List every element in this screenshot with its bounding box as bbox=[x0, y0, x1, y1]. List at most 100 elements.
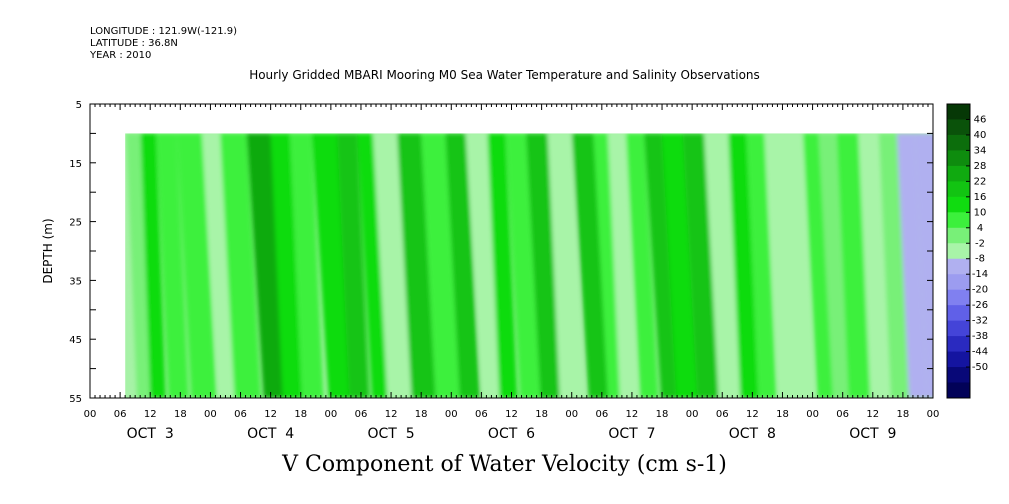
heatmap-band bbox=[858, 133, 891, 398]
x-hour-tick: 12 bbox=[626, 409, 639, 420]
x-hour-tick: 06 bbox=[475, 409, 488, 420]
heatmap-band bbox=[445, 133, 481, 398]
heatmap-band bbox=[547, 133, 584, 398]
x-hour-tick: 12 bbox=[505, 409, 518, 420]
colorbar-swatch bbox=[947, 305, 970, 322]
x-hour-tick: 00 bbox=[806, 409, 819, 420]
heatmap-band bbox=[246, 133, 288, 398]
x-day-label: OCT 6 bbox=[488, 426, 535, 442]
heatmap-band bbox=[818, 133, 852, 398]
x-hour-tick: 18 bbox=[294, 409, 307, 420]
heatmap-band bbox=[746, 133, 777, 398]
y-tick-label: 45 bbox=[69, 335, 82, 346]
x-hour-tick: 00 bbox=[686, 409, 699, 420]
heatmap-band bbox=[421, 133, 460, 398]
colorbar-label: -14 bbox=[972, 269, 988, 280]
colorbar-label: 4 bbox=[977, 223, 983, 234]
colorbar-swatch bbox=[947, 320, 970, 337]
colorbar-swatch bbox=[947, 104, 970, 120]
colorbar-label: -38 bbox=[972, 331, 988, 342]
heatmap-band bbox=[728, 133, 759, 398]
heatmap-band bbox=[505, 133, 541, 398]
colorbar-swatch bbox=[947, 351, 970, 368]
x-hour-tick: 18 bbox=[174, 409, 187, 420]
colorbar-swatch bbox=[947, 134, 970, 151]
colorbar-label: 22 bbox=[974, 176, 987, 187]
heatmap-band bbox=[465, 133, 505, 398]
colorbar-swatch bbox=[947, 367, 970, 384]
heatmap-area bbox=[90, 104, 933, 398]
x-hour-tick: 06 bbox=[114, 409, 127, 420]
x-day-label: OCT 3 bbox=[127, 426, 174, 442]
latitude-label: LATITUDE : 36.8N bbox=[90, 38, 178, 49]
x-hour-tick: 18 bbox=[656, 409, 669, 420]
colorbar-swatch bbox=[947, 181, 970, 198]
heatmap-band bbox=[220, 133, 262, 398]
heatmap-band bbox=[270, 133, 302, 398]
colorbar-swatch bbox=[947, 227, 970, 244]
heatmap-band bbox=[126, 133, 152, 398]
colorbar-label: -2 bbox=[975, 238, 985, 249]
longitude-label: LONGITUDE : 121.9W(-121.9) bbox=[90, 26, 237, 37]
x-hour-tick: 18 bbox=[776, 409, 789, 420]
colorbar-swatch bbox=[947, 196, 970, 213]
heatmap-band bbox=[571, 133, 611, 398]
colorbar-swatch bbox=[947, 119, 970, 136]
heatmap-band bbox=[682, 133, 719, 398]
y-tick-label: 35 bbox=[69, 276, 82, 287]
heatmap-band bbox=[878, 133, 909, 398]
heatmap-band bbox=[525, 133, 563, 398]
heatmap-band bbox=[487, 133, 518, 398]
heatmap-band bbox=[802, 133, 834, 398]
x-hour-tick: 06 bbox=[355, 409, 368, 420]
x-hour-tick: 18 bbox=[415, 409, 428, 420]
y-tick-label: 15 bbox=[69, 159, 82, 170]
heatmap-band bbox=[373, 133, 412, 398]
colorbar-swatch bbox=[947, 243, 970, 260]
colorbar-label: 34 bbox=[974, 145, 987, 156]
colorbar-label: -32 bbox=[972, 316, 988, 327]
colorbar-swatch bbox=[947, 336, 970, 353]
heatmap-band bbox=[140, 133, 166, 398]
colorbar-label: 28 bbox=[974, 161, 987, 172]
colorbar-label: 46 bbox=[974, 114, 987, 125]
heatmap-band bbox=[201, 133, 237, 398]
x-hour-tick: 06 bbox=[836, 409, 849, 420]
heatmap-band bbox=[156, 133, 189, 398]
x-day-label: OCT 9 bbox=[849, 426, 896, 442]
x-hour-tick: 00 bbox=[84, 409, 97, 420]
colorbar-label: 10 bbox=[974, 207, 987, 218]
chart-caption: V Component of Water Velocity (cm s-1) bbox=[282, 452, 727, 477]
x-hour-tick: 12 bbox=[746, 409, 759, 420]
colorbar-swatch bbox=[947, 258, 970, 275]
colorbar-label: -44 bbox=[972, 347, 988, 358]
colorbar-swatch bbox=[947, 274, 970, 291]
y-tick-label: 5 bbox=[76, 100, 82, 111]
x-hour-tick: 00 bbox=[445, 409, 458, 420]
colorbar-label: -8 bbox=[975, 254, 985, 265]
x-hour-tick: 12 bbox=[144, 409, 157, 420]
heatmap-band bbox=[914, 133, 933, 398]
x-hour-tick: 06 bbox=[595, 409, 608, 420]
colorbar-swatch bbox=[947, 289, 970, 306]
heatmap-band bbox=[289, 133, 324, 398]
x-day-label: OCT 8 bbox=[729, 426, 776, 442]
heatmap-band bbox=[782, 133, 815, 398]
y-tick-label: 25 bbox=[69, 218, 82, 229]
heatmap-band bbox=[896, 133, 927, 398]
heatmap-band bbox=[625, 133, 659, 398]
x-hour-tick: 00 bbox=[565, 409, 578, 420]
heatmap-band bbox=[607, 133, 638, 398]
heatmap-band bbox=[311, 133, 354, 398]
x-hour-tick: 00 bbox=[324, 409, 337, 420]
heatmap-band bbox=[176, 133, 217, 398]
axes: 00 06 12 18 00 06 12 18 00 06 12 18 00 06 12 18 00 06 12 18… bbox=[69, 100, 939, 442]
colorbar-label: -20 bbox=[972, 285, 988, 296]
heatmap-band bbox=[357, 133, 388, 398]
heatmap-band bbox=[662, 133, 697, 398]
x-hour-tick: 12 bbox=[866, 409, 879, 420]
colorbar-swatch bbox=[947, 150, 970, 167]
heatmap-band bbox=[704, 133, 743, 398]
x-hour-tick: 18 bbox=[535, 409, 548, 420]
